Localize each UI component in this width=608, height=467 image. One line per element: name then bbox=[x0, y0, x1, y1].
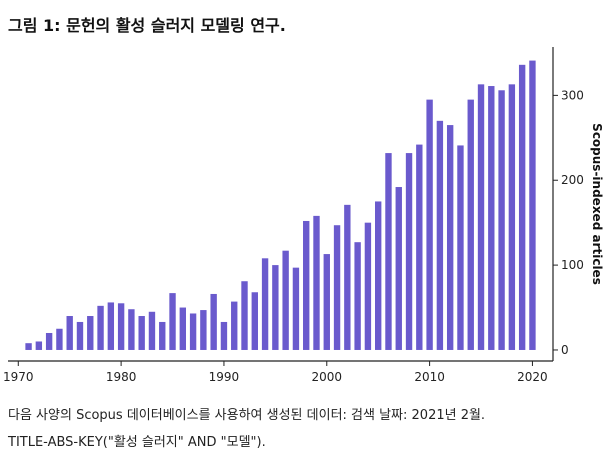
bar-1986 bbox=[179, 307, 186, 350]
bar-1972 bbox=[35, 341, 43, 350]
bar-1976 bbox=[76, 321, 84, 350]
bar-2008 bbox=[405, 153, 413, 350]
bar-2014 bbox=[467, 99, 474, 350]
y-tick-label: 0 bbox=[561, 343, 569, 357]
bar-1971 bbox=[25, 343, 32, 350]
bar-2003 bbox=[354, 242, 361, 350]
bar-2017 bbox=[498, 90, 505, 350]
bar-1995 bbox=[272, 265, 279, 350]
bar-1985 bbox=[169, 293, 176, 350]
x-tick-label: 1970 bbox=[3, 370, 34, 384]
bar-1987 bbox=[189, 313, 197, 350]
x-tick-group: 1970 1980 1990 2000 2010 2020 bbox=[3, 361, 548, 384]
bar-2013 bbox=[457, 145, 464, 350]
bar-2009 bbox=[416, 144, 423, 350]
bar-1998 bbox=[303, 220, 310, 350]
bar-2006 bbox=[385, 153, 392, 350]
bar-series bbox=[25, 60, 536, 350]
y-tick-label: 100 bbox=[561, 258, 584, 272]
y-axis-label: Scopus-indexed articles bbox=[590, 123, 604, 285]
bar-1974 bbox=[56, 328, 63, 350]
bar-1990 bbox=[220, 321, 228, 350]
y-tick-label: 200 bbox=[561, 173, 584, 187]
bar-1994 bbox=[261, 258, 269, 350]
bar-1992 bbox=[241, 281, 248, 350]
bar-1989 bbox=[210, 293, 217, 350]
bar-1983 bbox=[148, 311, 156, 350]
bar-2019 bbox=[518, 64, 526, 350]
bar-2015 bbox=[477, 84, 485, 350]
bar-1979 bbox=[107, 302, 115, 350]
bar-1993 bbox=[251, 292, 258, 350]
bar-2011 bbox=[436, 120, 444, 350]
bar-1982 bbox=[138, 316, 145, 350]
x-tick-label: 1990 bbox=[209, 370, 240, 384]
bar-1975 bbox=[66, 316, 73, 350]
figure-caption: 다음 사양의 Scopus 데이터베이스를 사용하여 생성된 데이터: 검색 날… bbox=[8, 402, 485, 456]
bar-2004 bbox=[364, 222, 372, 350]
caption-line-1: 다음 사양의 Scopus 데이터베이스를 사용하여 생성된 데이터: 검색 날… bbox=[8, 408, 486, 423]
y-tick-group: 0 100 200 300 bbox=[553, 88, 584, 357]
bar-2016 bbox=[488, 86, 495, 350]
bar-1980 bbox=[117, 303, 125, 350]
bar-1984 bbox=[159, 321, 166, 350]
bar-2005 bbox=[375, 201, 382, 350]
bar-1978 bbox=[97, 305, 104, 350]
x-tick-label: 2010 bbox=[414, 370, 445, 384]
bar-1991 bbox=[231, 301, 238, 350]
bar-2001 bbox=[333, 225, 341, 350]
bar-2010 bbox=[426, 99, 433, 350]
bar-1988 bbox=[200, 310, 207, 350]
bar-2018 bbox=[508, 84, 516, 350]
caption-line-2: TITLE-ABS-KEY("활성 슬러지" AND "모델"). bbox=[8, 435, 266, 450]
bar-2000 bbox=[323, 254, 330, 350]
bar-2007 bbox=[395, 187, 402, 350]
x-tick-label: 1980 bbox=[106, 370, 137, 384]
bar-1999 bbox=[313, 215, 320, 350]
bar-1996 bbox=[282, 250, 289, 350]
y-tick-label: 300 bbox=[561, 88, 584, 102]
bar-2002 bbox=[344, 204, 351, 350]
x-tick-label: 2020 bbox=[517, 370, 548, 384]
bar-1977 bbox=[87, 316, 94, 350]
bar-1997 bbox=[292, 267, 300, 350]
bar-chart: 1970 1980 1990 2000 2010 2020 0 100 200 300 Scop… bbox=[3, 47, 604, 384]
x-tick-label: 2000 bbox=[312, 370, 343, 384]
bar-1981 bbox=[128, 309, 135, 350]
figure-title: 그림 1: 문헌의 활성 슬러지 모델링 연구. bbox=[8, 16, 286, 35]
bar-2020 bbox=[529, 60, 536, 350]
bar-1973 bbox=[45, 332, 53, 350]
bar-2012 bbox=[446, 125, 454, 350]
